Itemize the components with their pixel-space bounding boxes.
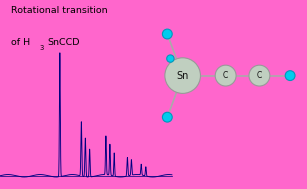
- Ellipse shape: [249, 65, 270, 86]
- Ellipse shape: [215, 65, 236, 86]
- Ellipse shape: [165, 58, 200, 93]
- Text: SnCCD: SnCCD: [47, 38, 80, 47]
- Ellipse shape: [162, 112, 172, 122]
- Text: of H: of H: [11, 38, 30, 47]
- Ellipse shape: [285, 71, 295, 81]
- Ellipse shape: [167, 55, 174, 62]
- Text: Sn: Sn: [177, 71, 189, 81]
- Ellipse shape: [162, 29, 172, 39]
- Text: 3: 3: [40, 45, 44, 51]
- Text: C: C: [257, 71, 262, 80]
- Text: Rotational transition: Rotational transition: [11, 6, 107, 15]
- Text: C: C: [223, 71, 228, 80]
